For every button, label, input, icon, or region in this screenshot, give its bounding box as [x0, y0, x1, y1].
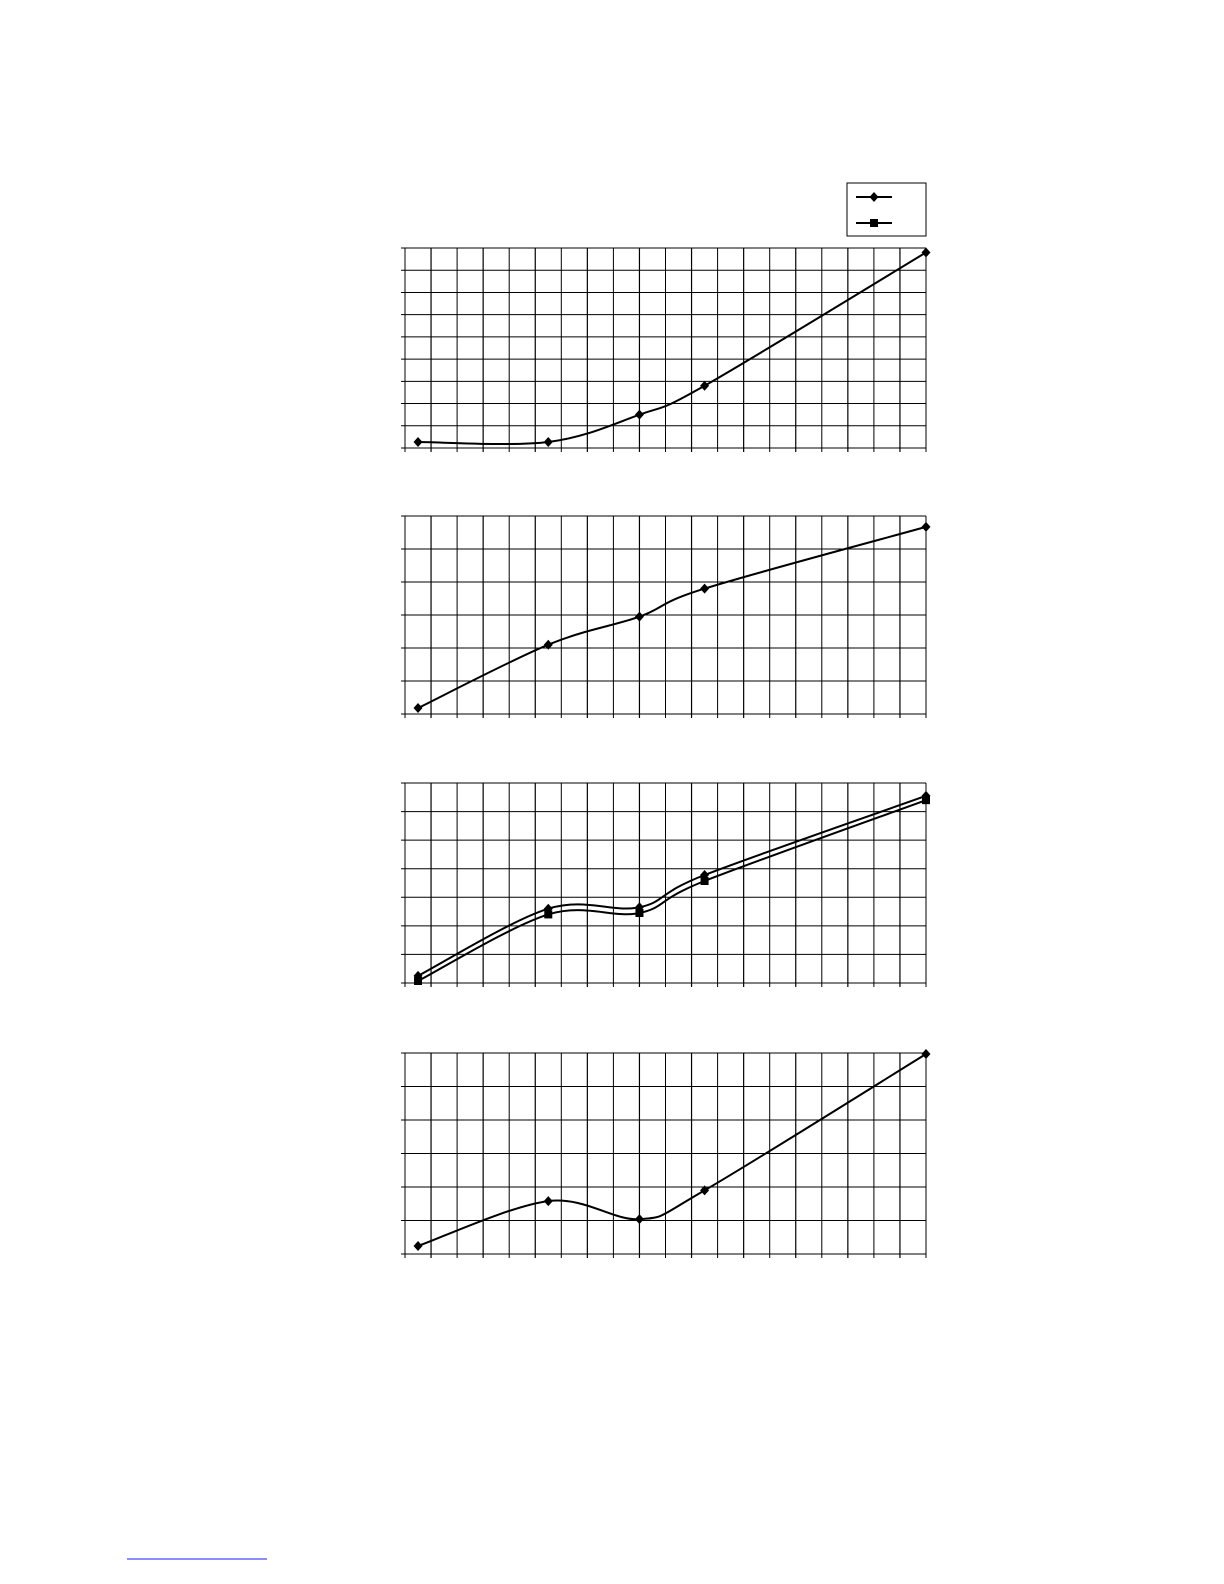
- series-1-point: [413, 437, 423, 447]
- series-1-point: [543, 437, 553, 447]
- legend: [846, 182, 927, 237]
- series-1-point: [634, 409, 644, 420]
- series-1-point: [700, 1185, 710, 1196]
- legend-entry-2-marker: [870, 219, 878, 227]
- chart-2: [401, 515, 931, 718]
- legend-entry-1-marker: [869, 192, 879, 202]
- chart-4: [401, 1049, 931, 1258]
- series-1-point: [921, 247, 931, 258]
- series-1-point: [543, 1196, 553, 1207]
- series-1-line: [418, 251, 927, 446]
- series-2-point: [922, 796, 930, 805]
- legend-box: [846, 182, 927, 237]
- series-1-point: [700, 380, 710, 391]
- chart-3: [401, 782, 931, 987]
- series-1-point: [413, 703, 423, 714]
- series-2-point: [635, 909, 644, 917]
- series-1-line: [417, 525, 927, 709]
- series-1-point: [413, 1240, 423, 1251]
- series-1-point: [700, 583, 710, 594]
- series-2-point: [414, 977, 423, 985]
- series-1-point: [634, 611, 644, 622]
- series-1-point: [634, 1214, 644, 1225]
- series-1-point: [921, 521, 931, 532]
- series-1-point: [543, 639, 553, 650]
- chart-1: [401, 247, 931, 452]
- series-1-line: [417, 794, 927, 977]
- series-1-point: [921, 1049, 931, 1060]
- series-1-line: [417, 1053, 927, 1247]
- series-2-point: [700, 877, 709, 885]
- series-2-point: [544, 910, 553, 919]
